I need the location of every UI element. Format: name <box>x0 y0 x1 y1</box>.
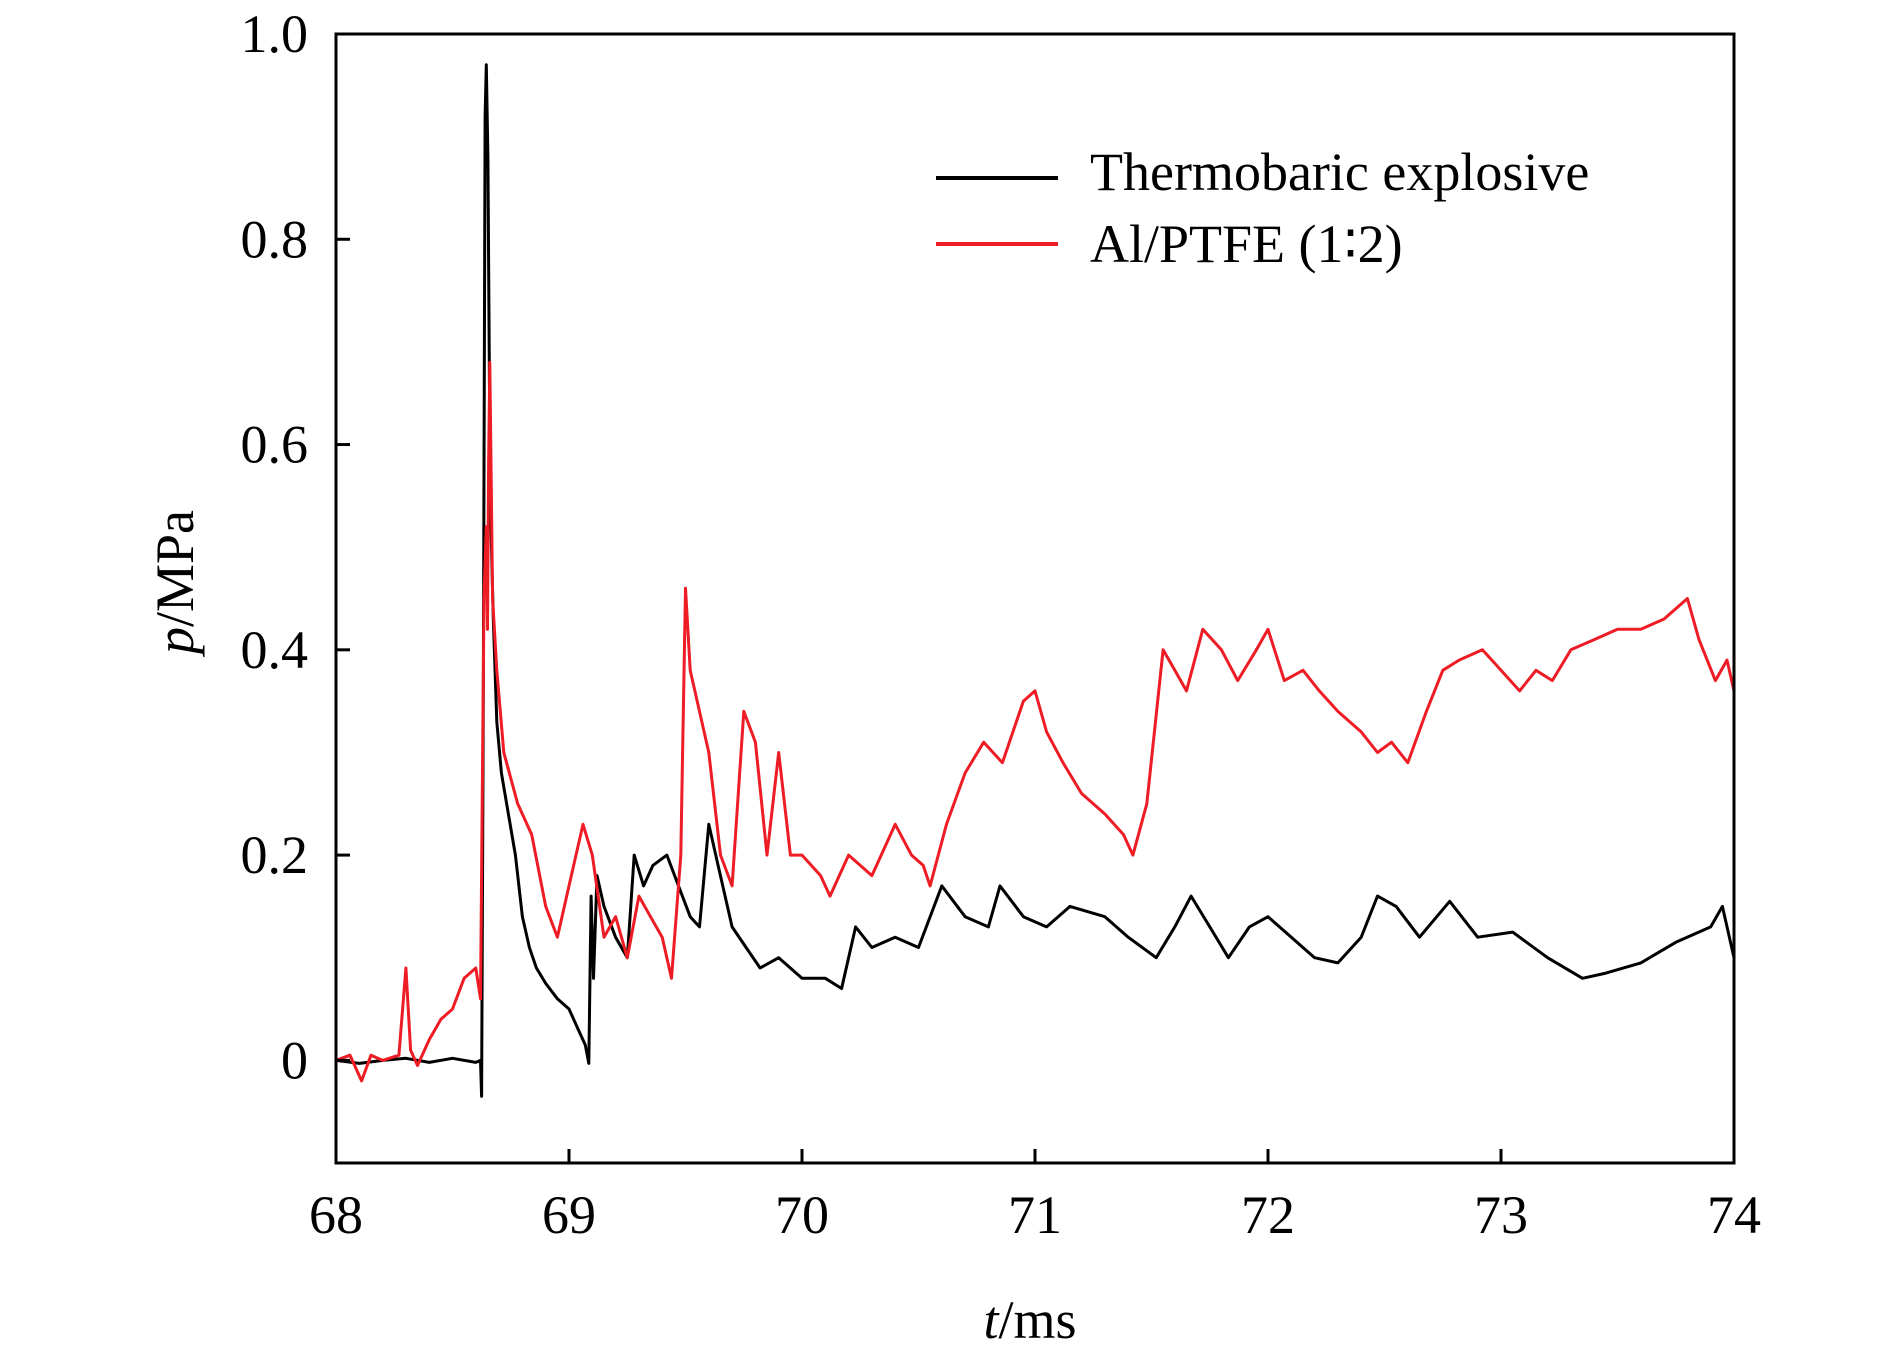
legend-label-thermobaric-explosive: Thermobaric explosive <box>1090 142 1589 202</box>
x-tick-label: 69 <box>542 1185 596 1245</box>
y-tick-label: 0.4 <box>241 620 309 680</box>
x-tick-label: 68 <box>309 1185 363 1245</box>
series-line-al-ptfe <box>336 360 1734 1083</box>
y-tick-label: 0.6 <box>241 415 309 475</box>
x-tick-label: 74 <box>1707 1185 1761 1245</box>
x-tick-label: 72 <box>1241 1185 1295 1245</box>
series-line-thermobaric-explosive <box>336 63 1734 1098</box>
x-axis-label: t/ms <box>983 1290 1076 1350</box>
y-tick-label: 1.0 <box>241 4 309 64</box>
x-axis-label-var: t <box>983 1290 1000 1350</box>
y-tick-label: 0.2 <box>241 825 309 885</box>
x-axis-label-unit: /ms <box>998 1290 1076 1350</box>
y-tick-label: 0 <box>281 1030 308 1090</box>
x-tick-label: 73 <box>1474 1185 1528 1245</box>
y-axis-label-unit: /MPa <box>145 510 205 627</box>
y-axis-label-var: p <box>145 627 205 658</box>
series-layer <box>336 63 1734 1098</box>
x-tick-label: 71 <box>1008 1185 1062 1245</box>
x-axis: 68 69 70 71 72 73 74 <box>309 1149 1761 1245</box>
legend: Thermobaric explosive Al/PTFE (1∶2) <box>936 142 1589 274</box>
legend-label-al-ptfe: Al/PTFE (1∶2) <box>1090 214 1403 274</box>
y-axis-label: p/MPa <box>145 510 205 658</box>
x-tick-label: 70 <box>775 1185 829 1245</box>
y-tick-label: 0.8 <box>241 209 309 269</box>
y-axis: 0 0.2 0.4 0.6 0.8 1.0 <box>241 4 350 1090</box>
